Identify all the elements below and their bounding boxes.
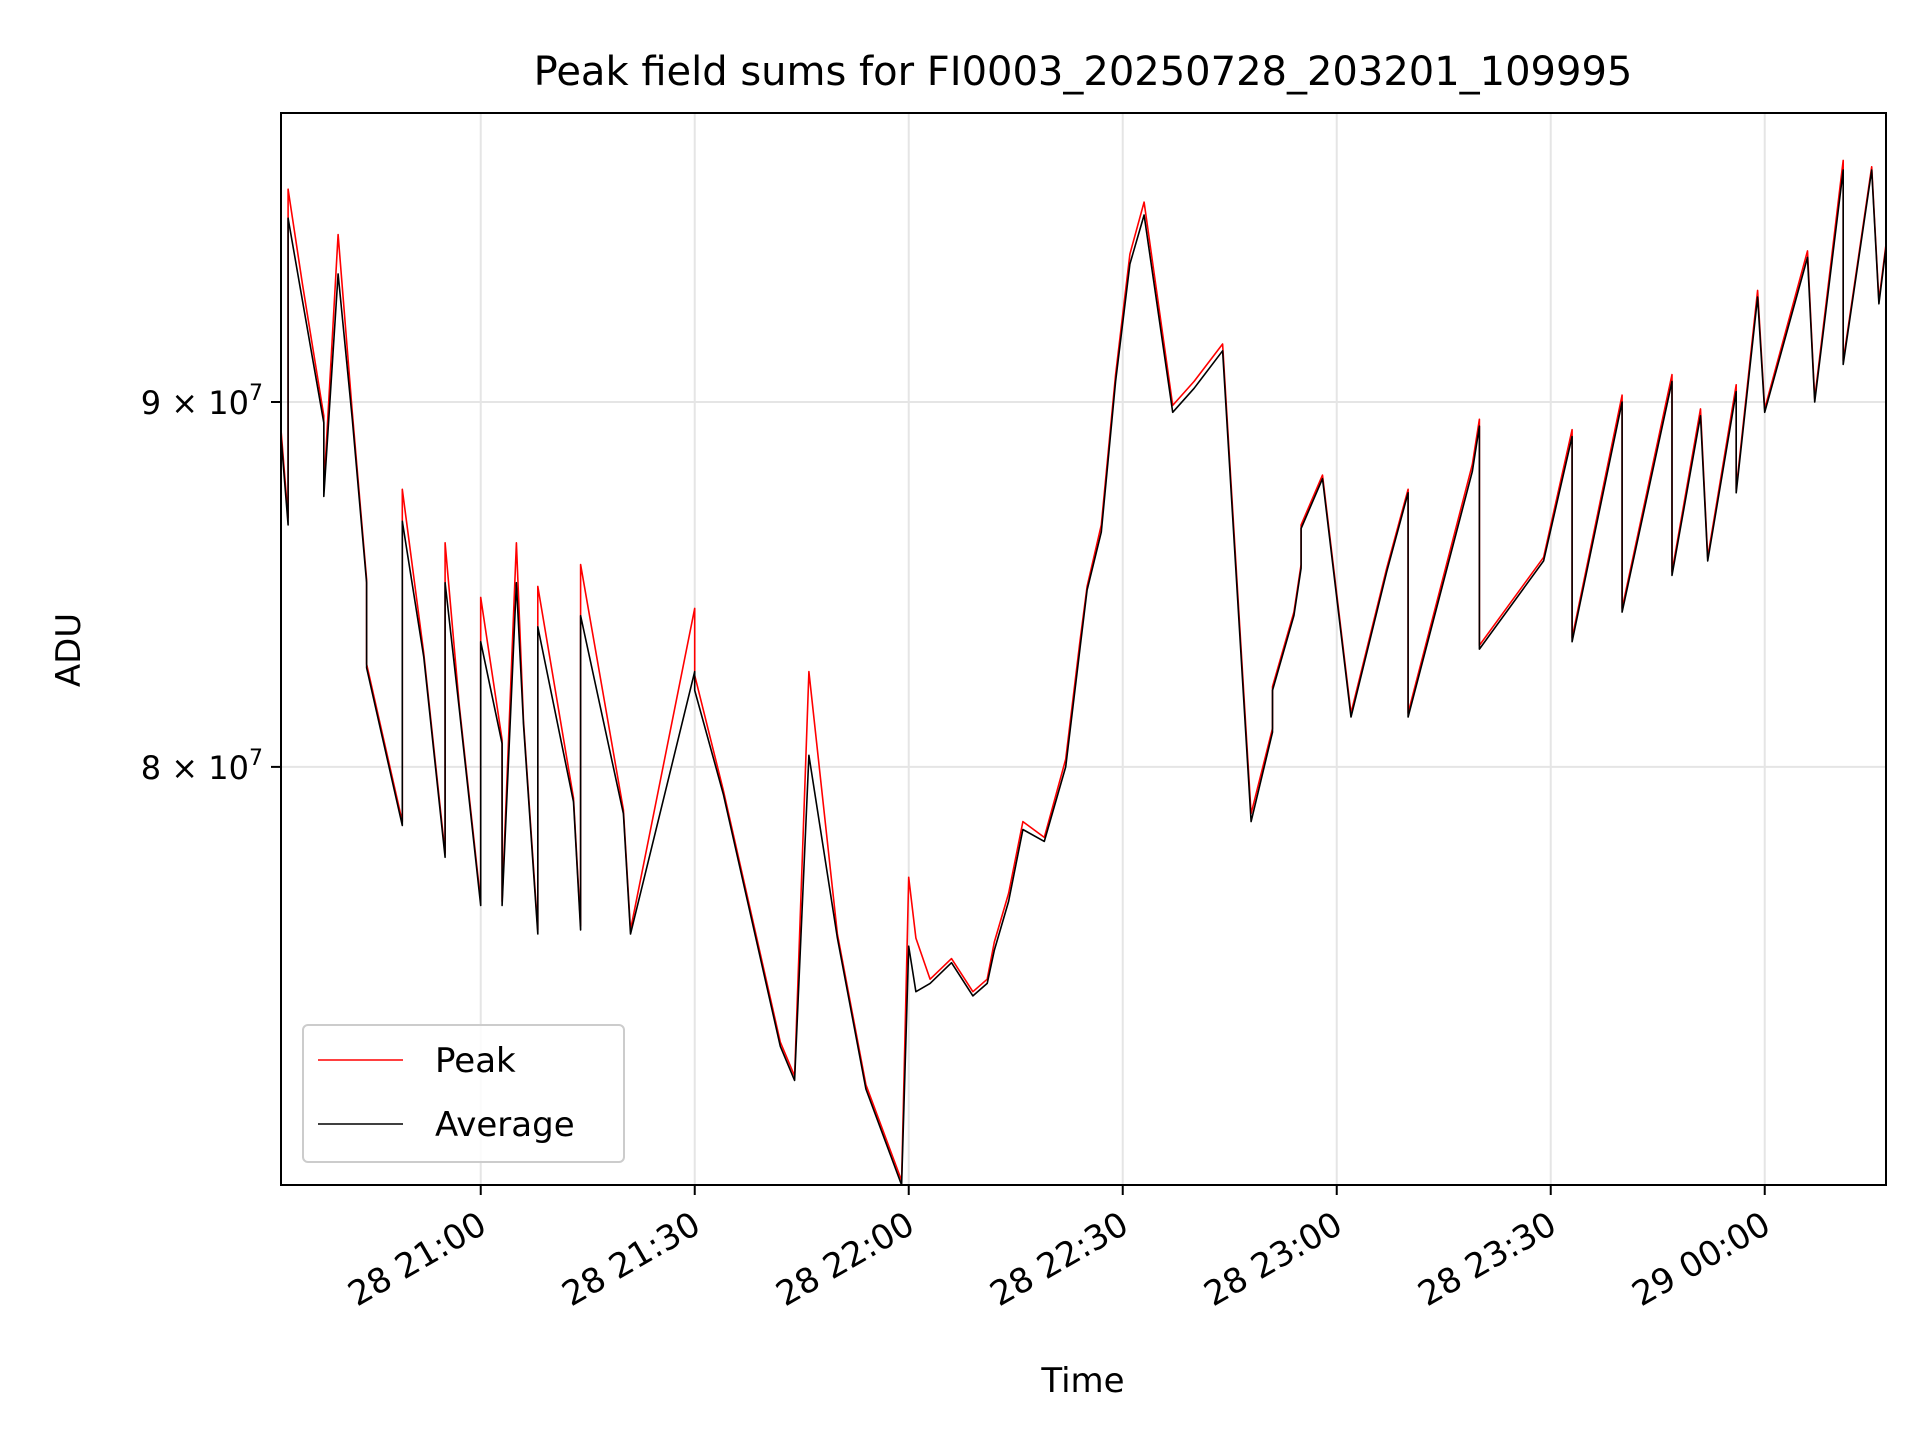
- y-gridlines: [281, 401, 1886, 768]
- plot-series: [280, 159, 1887, 1186]
- legend: Peak Average: [302, 1024, 625, 1163]
- y-ticks: 8 × 107 9 × 107: [141, 381, 281, 787]
- y-axis-label: ADU: [49, 613, 89, 687]
- x-axis-label: Time: [1040, 1361, 1124, 1401]
- series-line-average: [280, 169, 1887, 1186]
- legend-label-average: Average: [435, 1105, 575, 1145]
- plot-frame: [280, 112, 1887, 1186]
- y-tick-label: 8 × 107: [141, 746, 263, 787]
- legend-label-peak: Peak: [435, 1041, 516, 1081]
- y-tick-label: 9 × 107: [141, 381, 263, 422]
- chart-title: Peak field sums for FI0003_20250728_2032…: [534, 49, 1633, 95]
